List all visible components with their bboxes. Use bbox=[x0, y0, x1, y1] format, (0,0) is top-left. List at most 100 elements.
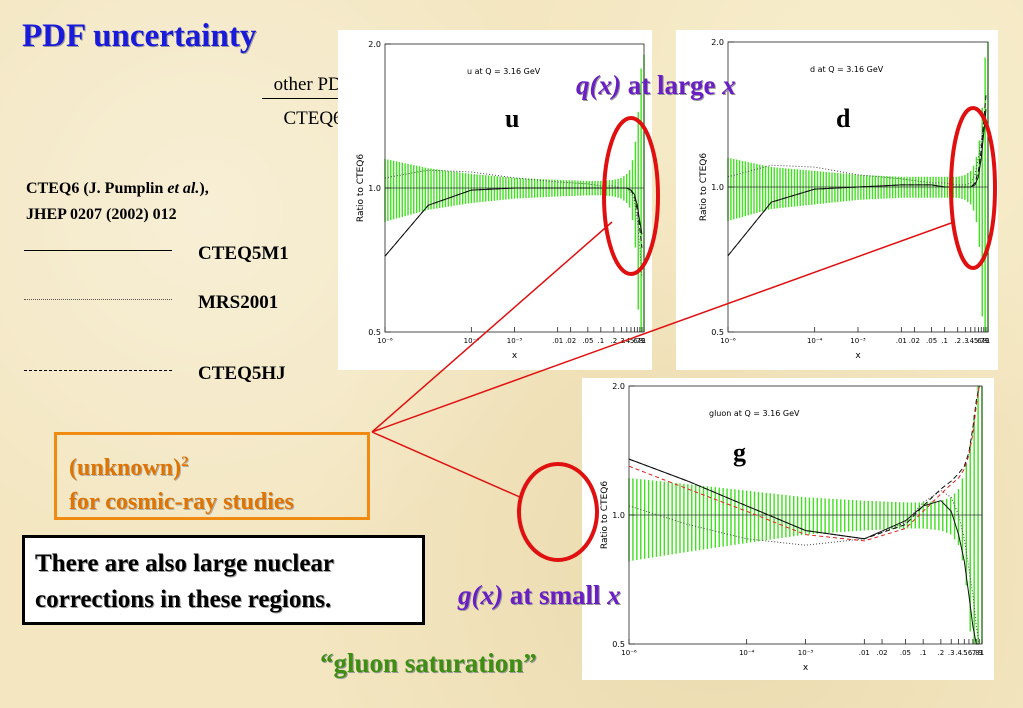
page-title: PDF uncertainty bbox=[22, 18, 257, 54]
chart-title: u at Q = 3.16 GeV bbox=[467, 67, 541, 76]
y-axis-label: Ratio to CTEQ6 bbox=[356, 154, 366, 222]
series-curve-dotted bbox=[384, 169, 643, 278]
x-tick-label: .3 bbox=[948, 649, 955, 657]
nuclear-line2: corrections in these regions. bbox=[35, 586, 332, 613]
x-axis-label: x bbox=[512, 351, 518, 361]
x-tick-label: .01 bbox=[896, 337, 907, 345]
x-tick-label: .8 bbox=[973, 649, 980, 657]
chart-title: gluon at Q = 3.16 GeV bbox=[709, 409, 800, 418]
x-tick-label: .2 bbox=[610, 337, 617, 345]
qx-variable: x bbox=[722, 70, 736, 100]
reference-line1-em: et al. bbox=[167, 180, 200, 197]
x-tick-label: 10⁻⁶ bbox=[621, 649, 637, 657]
x-tick-label: .5 bbox=[972, 337, 979, 345]
gx-variable: x bbox=[607, 580, 621, 610]
x-tick-label: .02 bbox=[876, 649, 887, 657]
series-curve-dotted bbox=[628, 490, 980, 645]
legend-line-solid bbox=[24, 250, 172, 251]
x-tick-label: .9 bbox=[983, 337, 990, 345]
legend-label-cteq5hj: CTEQ5HJ bbox=[198, 363, 286, 384]
x-tick-label: .6 bbox=[975, 337, 982, 345]
series-curve-dashed-red bbox=[628, 385, 980, 542]
y-tick-label: 2.0 bbox=[368, 40, 381, 49]
legend-line-dotted bbox=[24, 299, 172, 300]
x-tick-label: 1 bbox=[642, 337, 646, 345]
x-tick-label: 10⁻⁴ bbox=[807, 337, 823, 345]
x-tick-label: 1 bbox=[980, 649, 984, 657]
reference-line2: JHEP 0207 (2002) 012 bbox=[26, 206, 177, 223]
qx-large-x-headline: q(x) at large x bbox=[576, 70, 736, 101]
reference-citation: CTEQ6 (J. Pumplin et al.), JHEP 0207 (20… bbox=[26, 176, 209, 228]
ratio-denominator: CTEQ6 bbox=[283, 108, 343, 129]
y-tick-label: 2.0 bbox=[711, 38, 724, 47]
legend-label-cteq5m1: CTEQ5M1 bbox=[198, 243, 289, 264]
series-curve-dashed bbox=[727, 95, 987, 257]
x-axis-label: x bbox=[803, 663, 809, 673]
gluon-ratio-chart-panel: 0.5 1.0 2.0 10⁻⁶ 10⁻⁴ 10⁻³ .01 .02 .05 .1 .2.3.4.5… bbox=[582, 378, 994, 680]
series-curve-dashed bbox=[384, 187, 643, 257]
gx-text: at small bbox=[502, 580, 608, 610]
gluon-saturation-label: “gluon saturation” bbox=[320, 648, 537, 678]
reference-line1-pre: CTEQ6 (J. Pumplin bbox=[26, 180, 168, 197]
chart-title: d at Q = 3.16 GeV bbox=[810, 65, 884, 74]
legend-label-mrs2001: MRS2001 bbox=[198, 292, 279, 313]
y-tick-label: 0.5 bbox=[612, 640, 625, 649]
d-flavor-label: d bbox=[836, 104, 851, 133]
x-tick-label: .4 bbox=[967, 337, 974, 345]
gx-small-x-headline: g(x) at small x bbox=[458, 580, 621, 611]
x-tick-label: .9 bbox=[976, 649, 983, 657]
y-tick-label: 1.0 bbox=[612, 511, 625, 520]
x-tick-label: .1 bbox=[920, 649, 927, 657]
x-tick-label: .1 bbox=[597, 337, 604, 345]
y-tick-label: 0.5 bbox=[368, 328, 381, 337]
y-axis-label: Ratio to CTEQ6 bbox=[600, 481, 610, 549]
u-flavor-label: u bbox=[505, 104, 520, 133]
x-tick-label: .1 bbox=[941, 337, 948, 345]
x-tick-label: .2 bbox=[954, 337, 961, 345]
x-tick-label: 10⁻³ bbox=[507, 337, 523, 345]
x-tick-label: 10⁻⁴ bbox=[739, 649, 755, 657]
connector-line-g bbox=[371, 431, 523, 499]
x-tick-label: 1 bbox=[986, 337, 990, 345]
qx-expression: q(x) bbox=[576, 70, 621, 100]
x-axis-label: x bbox=[855, 351, 861, 361]
legend-line-dashed bbox=[24, 370, 172, 371]
ratio-numerator: other PDF bbox=[262, 74, 364, 99]
x-tick-label: .3 bbox=[962, 337, 969, 345]
nuclear-line1: There are also large nuclear bbox=[35, 550, 335, 577]
cosmic-ray-label: for cosmic-ray studies bbox=[69, 489, 294, 515]
qx-text: at large bbox=[620, 70, 723, 100]
x-tick-label: .01 bbox=[552, 337, 563, 345]
x-tick-label: .7 bbox=[970, 649, 977, 657]
x-tick-label: .6 bbox=[966, 649, 973, 657]
x-tick-label: .05 bbox=[926, 337, 937, 345]
y-tick-label: 1.0 bbox=[711, 183, 724, 192]
x-tick-label: .2 bbox=[938, 649, 945, 657]
x-tick-label: .05 bbox=[900, 649, 911, 657]
gluon-ratio-chart: 0.5 1.0 2.0 10⁻⁶ 10⁻⁴ 10⁻³ .01 .02 .05 .1 .2.3.4.5… bbox=[600, 382, 984, 673]
y-axis-label: Ratio to CTEQ6 bbox=[699, 153, 709, 221]
x-tick-label: .02 bbox=[909, 337, 920, 345]
x-tick-label: 10⁻⁶ bbox=[377, 337, 393, 345]
gx-expression: g(x) bbox=[458, 580, 503, 610]
unknown-label: (unknown) bbox=[69, 455, 182, 481]
series-curve-solid bbox=[384, 187, 643, 257]
x-tick-label: .4 bbox=[955, 649, 962, 657]
nuclear-corrections-box: There are also large nuclear corrections… bbox=[22, 535, 425, 625]
x-tick-label: .02 bbox=[565, 337, 576, 345]
x-tick-label: 10⁻³ bbox=[850, 337, 866, 345]
x-tick-label: 10⁻³ bbox=[798, 649, 814, 657]
x-tick-label: .8 bbox=[980, 337, 987, 345]
y-tick-label: 2.0 bbox=[612, 382, 625, 391]
x-tick-label: 10⁻⁴ bbox=[464, 337, 480, 345]
unknown-exponent: 2 bbox=[181, 454, 189, 470]
series-curve-dashed bbox=[628, 385, 980, 540]
unknown-cosmic-ray-box: (unknown)2 for cosmic-ray studies bbox=[54, 432, 370, 520]
g-flavor-label: g bbox=[733, 438, 746, 467]
series-curve-dotted bbox=[727, 116, 987, 186]
y-tick-label: 1.0 bbox=[368, 184, 381, 193]
x-tick-label: .7 bbox=[978, 337, 985, 345]
x-tick-label: .05 bbox=[582, 337, 593, 345]
x-tick-label: 10⁻⁶ bbox=[720, 337, 736, 345]
reference-line1-post: ), bbox=[199, 180, 209, 197]
